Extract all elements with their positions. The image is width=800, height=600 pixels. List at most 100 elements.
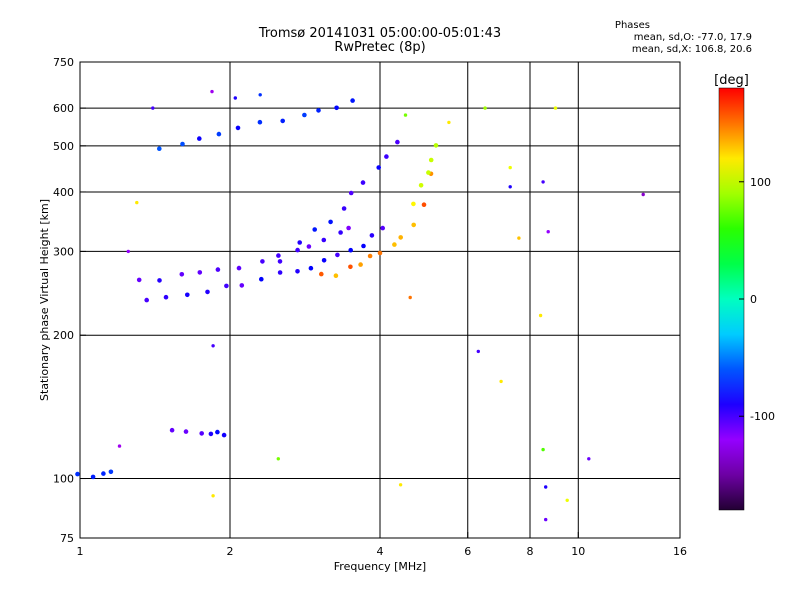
echo-point — [499, 379, 503, 384]
trace-group — [157, 98, 355, 151]
echo-point — [541, 447, 545, 452]
chart-subtitle: RwPretec (8p) — [334, 40, 426, 55]
echo-point — [348, 247, 354, 253]
echo-point — [302, 112, 307, 118]
echo-point — [376, 165, 382, 170]
echo-point — [179, 272, 185, 277]
echo-point — [433, 143, 439, 148]
echo-point — [210, 89, 214, 94]
echo-point — [101, 471, 106, 476]
echo-point — [544, 517, 548, 522]
echo-point — [312, 227, 318, 232]
echo-point — [483, 106, 487, 110]
echo-point — [398, 235, 404, 240]
trace-group — [277, 139, 400, 264]
echo-point — [117, 444, 122, 448]
echo-point — [215, 267, 221, 272]
echo-point — [333, 273, 339, 279]
x-tick-label: 2 — [227, 545, 234, 558]
x-tick-label: 16 — [673, 545, 687, 558]
echo-point — [257, 119, 263, 125]
x-tick-label: 1 — [77, 545, 84, 558]
echo-point — [276, 253, 281, 258]
echo-point — [447, 120, 451, 125]
echo-point — [508, 165, 512, 170]
echo-point — [350, 98, 355, 103]
y-axis-label: Stationary phase Virtual Height [km] — [38, 199, 51, 401]
echo-point — [126, 249, 130, 254]
echo-point — [426, 170, 431, 175]
colorbar-tick-label: -100 — [750, 410, 775, 423]
echo-point — [197, 270, 203, 275]
y-tick-label: 600 — [53, 102, 74, 115]
echo-point — [403, 113, 408, 117]
echo-point — [183, 429, 189, 434]
colorbar-tick-label: 0 — [750, 293, 757, 306]
echo-point — [163, 294, 169, 300]
echo-point — [90, 474, 96, 480]
y-tick-label: 200 — [53, 329, 74, 342]
echo-point — [546, 230, 550, 234]
echo-point — [75, 471, 80, 477]
echo-point — [341, 206, 347, 211]
x-tick-label: 6 — [464, 545, 471, 558]
echo-point — [377, 250, 383, 256]
echo-point — [235, 125, 241, 131]
echo-point — [380, 225, 386, 231]
echo-point — [361, 243, 366, 249]
echo-point — [335, 252, 340, 258]
echo-point — [398, 483, 403, 487]
echo-point — [334, 105, 339, 111]
echo-point — [428, 157, 434, 163]
echo-point — [306, 244, 312, 249]
echo-point — [408, 295, 412, 300]
echo-point — [259, 276, 264, 282]
echo-point — [221, 432, 227, 438]
echo-point — [185, 292, 190, 298]
stats-x-mode: mean, sd,X: 106.8, 20.6 — [631, 44, 752, 55]
y-tick-label: 500 — [53, 140, 74, 153]
echo-point — [384, 154, 389, 159]
echo-point — [277, 259, 283, 264]
echo-point — [308, 265, 314, 271]
trace-group — [319, 171, 434, 279]
echo-point — [215, 429, 220, 435]
y-tick-label: 300 — [53, 245, 74, 258]
echo-point — [321, 237, 327, 243]
y-tick-label: 400 — [53, 186, 74, 199]
stats-heading: Phases — [614, 20, 650, 31]
echo-point — [236, 265, 242, 271]
echo-point — [211, 344, 215, 348]
echo-point — [421, 202, 427, 207]
echo-point — [411, 201, 416, 207]
colorbar-tick-label: 100 — [750, 176, 771, 189]
echo-point — [358, 262, 363, 267]
trace-group — [411, 143, 439, 207]
echo-point — [641, 192, 645, 197]
echo-point — [157, 278, 162, 283]
echo-point — [321, 258, 327, 263]
trace-group — [136, 225, 351, 283]
x-tick-label: 8 — [527, 545, 534, 558]
echo-point — [328, 219, 333, 225]
echo-point — [205, 289, 210, 295]
echo-point — [260, 259, 265, 264]
echo-point — [553, 106, 558, 110]
chart-title: Tromsø 20141031 05:00:00-05:01:43 — [258, 26, 502, 41]
echo-point — [277, 270, 283, 275]
echo-point — [541, 180, 545, 184]
echo-point — [224, 283, 229, 289]
trace-group — [144, 225, 386, 303]
echo-point — [239, 283, 245, 288]
echo-point — [151, 106, 155, 110]
echo-point — [319, 271, 324, 277]
echo-point — [348, 264, 353, 270]
echo-point — [136, 277, 142, 283]
echo-point — [295, 247, 300, 253]
stats-o-mode: mean, sd,O: -77.0, 17.9 — [633, 32, 752, 43]
echo-point — [508, 185, 512, 189]
x-tick-label: 10 — [571, 545, 585, 558]
trace-group — [169, 427, 227, 438]
echo-point — [208, 431, 214, 437]
echo-point — [338, 230, 343, 235]
